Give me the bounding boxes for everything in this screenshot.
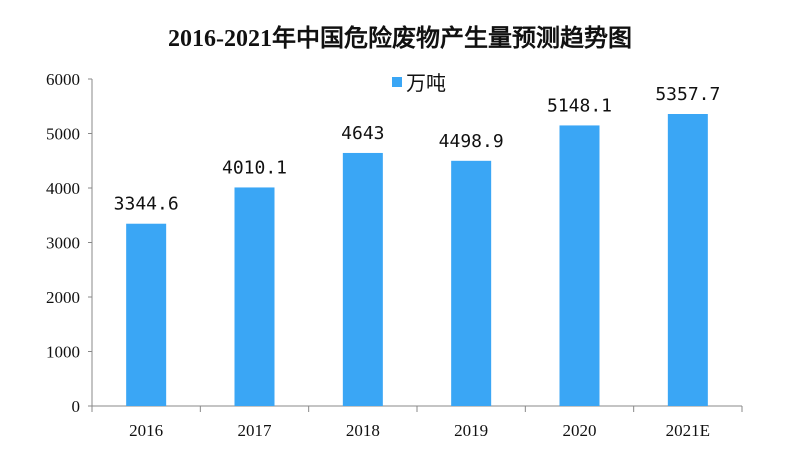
x-tick-label: 2020	[563, 421, 597, 440]
y-tick-label: 1000	[46, 343, 80, 362]
data-label: 5357.7	[655, 84, 720, 105]
legend: 万吨	[392, 67, 446, 96]
data-label: 5148.1	[547, 95, 612, 116]
data-label: 3344.6	[114, 194, 179, 215]
bar-2018	[342, 152, 383, 406]
y-tick-label: 2000	[46, 288, 80, 307]
y-tick-label: 6000	[46, 70, 80, 89]
x-tick-label: 2018	[346, 421, 380, 440]
y-tick-label: 0	[72, 397, 81, 416]
y-tick-label: 3000	[46, 234, 80, 253]
x-tick-label: 2019	[454, 421, 488, 440]
bar-2021E	[667, 114, 708, 407]
data-label: 4498.9	[439, 131, 504, 152]
y-tick-label: 4000	[46, 179, 80, 198]
data-label: 4010.1	[222, 157, 287, 178]
y-tick-label: 5000	[46, 125, 80, 144]
data-label: 4643	[341, 123, 384, 144]
x-tick-label: 2017	[238, 421, 273, 440]
chart-title: 2016-2021年中国危险废物产生量预测趋势图	[168, 26, 632, 52]
x-tick-label: 2016	[129, 421, 163, 440]
legend-label: 万吨	[406, 71, 446, 95]
bar-2020	[559, 125, 600, 406]
legend-swatch	[392, 76, 402, 87]
bar-2017	[234, 187, 275, 406]
bar-2019	[451, 160, 492, 406]
bar-2016	[126, 223, 167, 406]
x-tick-label: 2021E	[666, 421, 710, 440]
